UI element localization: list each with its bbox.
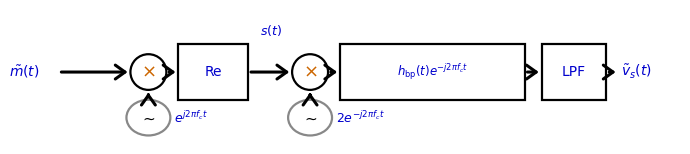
Text: Re: Re (204, 65, 222, 79)
Bar (340, 44, 524, 100)
Text: $\sim$: $\sim$ (302, 111, 318, 126)
Text: $\tilde{v}_s(t)$: $\tilde{v}_s(t)$ (622, 63, 652, 81)
Text: $\sim$: $\sim$ (140, 111, 157, 126)
Text: $\times$: $\times$ (303, 63, 317, 81)
Bar (542, 44, 607, 100)
Text: LPF: LPF (562, 65, 586, 79)
Bar (178, 44, 248, 100)
Text: $e^{j2\pi f_c t}$: $e^{j2\pi f_c t}$ (175, 110, 208, 126)
Text: $\tilde{m}(t)$: $\tilde{m}(t)$ (9, 64, 39, 80)
Text: $h_{\mathrm{bp}}(t)e^{-j2\pi f_c t}$: $h_{\mathrm{bp}}(t)e^{-j2\pi f_c t}$ (397, 62, 468, 82)
Text: $\times$: $\times$ (141, 63, 156, 81)
Text: $2e^{-j2\pi f_c t}$: $2e^{-j2\pi f_c t}$ (336, 110, 385, 126)
Text: $s(t)$: $s(t)$ (260, 23, 282, 38)
